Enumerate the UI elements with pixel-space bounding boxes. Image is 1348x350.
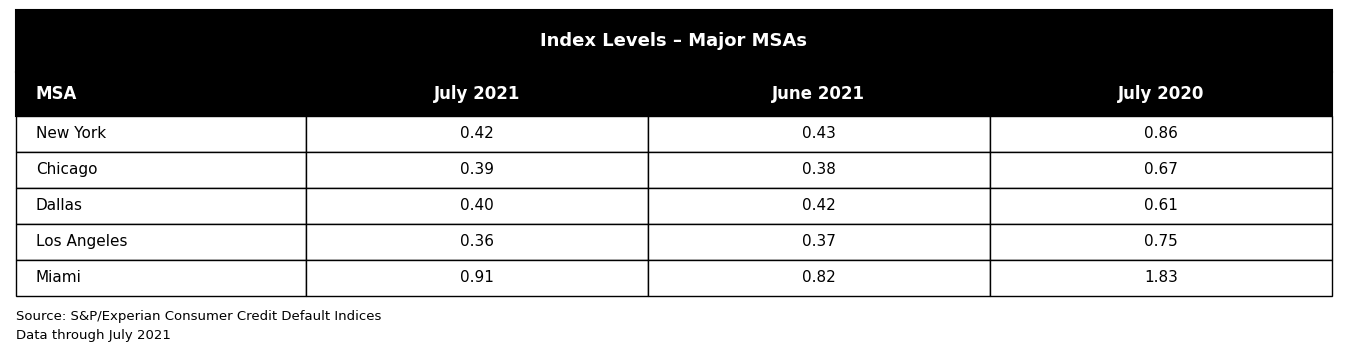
Bar: [989, 72, 1332, 116]
Text: 0.40: 0.40: [460, 198, 493, 213]
Bar: [989, 116, 1332, 152]
Text: July 2021: July 2021: [434, 85, 520, 103]
Text: 0.37: 0.37: [802, 234, 836, 249]
Text: Dallas: Dallas: [36, 198, 84, 213]
Bar: [16, 10, 1332, 72]
Text: 0.42: 0.42: [460, 126, 493, 141]
Bar: [16, 260, 306, 296]
Text: Chicago: Chicago: [36, 162, 97, 177]
Text: 1.83: 1.83: [1144, 270, 1178, 285]
Text: July 2020: July 2020: [1117, 85, 1204, 103]
Text: 0.67: 0.67: [1144, 162, 1178, 177]
Bar: [647, 260, 989, 296]
Bar: [647, 152, 989, 188]
Bar: [306, 116, 647, 152]
Bar: [16, 188, 306, 224]
Bar: [989, 188, 1332, 224]
Text: Source: S&P/Experian Consumer Credit Default Indices: Source: S&P/Experian Consumer Credit Def…: [16, 310, 381, 323]
Text: 0.42: 0.42: [802, 198, 836, 213]
Text: 0.82: 0.82: [802, 270, 836, 285]
Text: 0.86: 0.86: [1144, 126, 1178, 141]
Text: 0.43: 0.43: [802, 126, 836, 141]
Text: Index Levels – Major MSAs: Index Levels – Major MSAs: [541, 32, 807, 50]
Bar: [16, 72, 306, 116]
Bar: [306, 188, 647, 224]
Bar: [306, 260, 647, 296]
Text: 0.61: 0.61: [1144, 198, 1178, 213]
Bar: [306, 152, 647, 188]
Bar: [647, 72, 989, 116]
Bar: [16, 152, 306, 188]
Text: Data through July 2021: Data through July 2021: [16, 329, 171, 342]
Text: 0.91: 0.91: [460, 270, 493, 285]
Bar: [989, 224, 1332, 260]
Bar: [306, 72, 647, 116]
Bar: [16, 224, 306, 260]
Bar: [647, 188, 989, 224]
Bar: [989, 152, 1332, 188]
Bar: [647, 116, 989, 152]
Bar: [306, 224, 647, 260]
Text: 0.39: 0.39: [460, 162, 493, 177]
Text: Miami: Miami: [36, 270, 82, 285]
Text: Los Angeles: Los Angeles: [36, 234, 128, 249]
Text: New York: New York: [36, 126, 106, 141]
Text: 0.38: 0.38: [802, 162, 836, 177]
Text: MSA: MSA: [36, 85, 77, 103]
Text: June 2021: June 2021: [772, 85, 865, 103]
Text: 0.75: 0.75: [1144, 234, 1178, 249]
Bar: [647, 224, 989, 260]
Bar: [989, 260, 1332, 296]
Text: 0.36: 0.36: [460, 234, 493, 249]
Bar: [16, 116, 306, 152]
